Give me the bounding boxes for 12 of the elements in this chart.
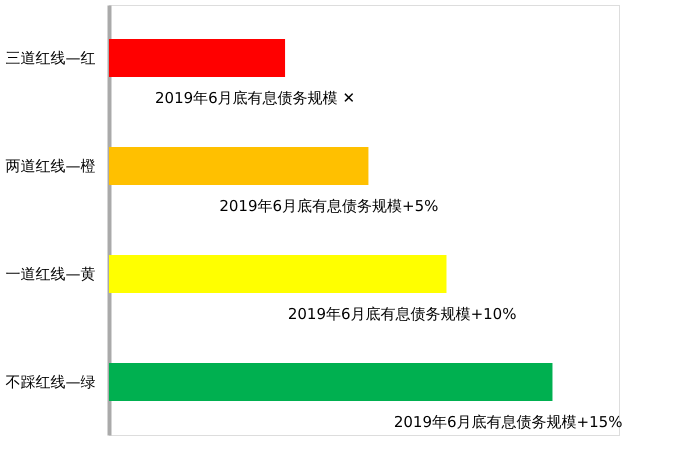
bar [109, 146, 368, 185]
bar [109, 363, 552, 402]
annotation: 2019年6月底有息债务规模+5% [219, 196, 438, 215]
annotation: 2019年6月底有息债务规模+10% [288, 305, 516, 324]
bar [109, 38, 286, 77]
y-tick-label: 三道红线—红 [6, 48, 96, 67]
annotation: 2019年6月底有息债务规模 ✕ [155, 88, 356, 107]
y-tick-label: 一道红线—黄 [6, 265, 96, 284]
bar [109, 255, 446, 294]
y-tick-label: 不踩红线—绿 [6, 373, 96, 392]
y-tick-label: 两道红线—橙 [6, 156, 96, 175]
annotation: 2019年6月底有息债务规模+15% [394, 413, 622, 432]
